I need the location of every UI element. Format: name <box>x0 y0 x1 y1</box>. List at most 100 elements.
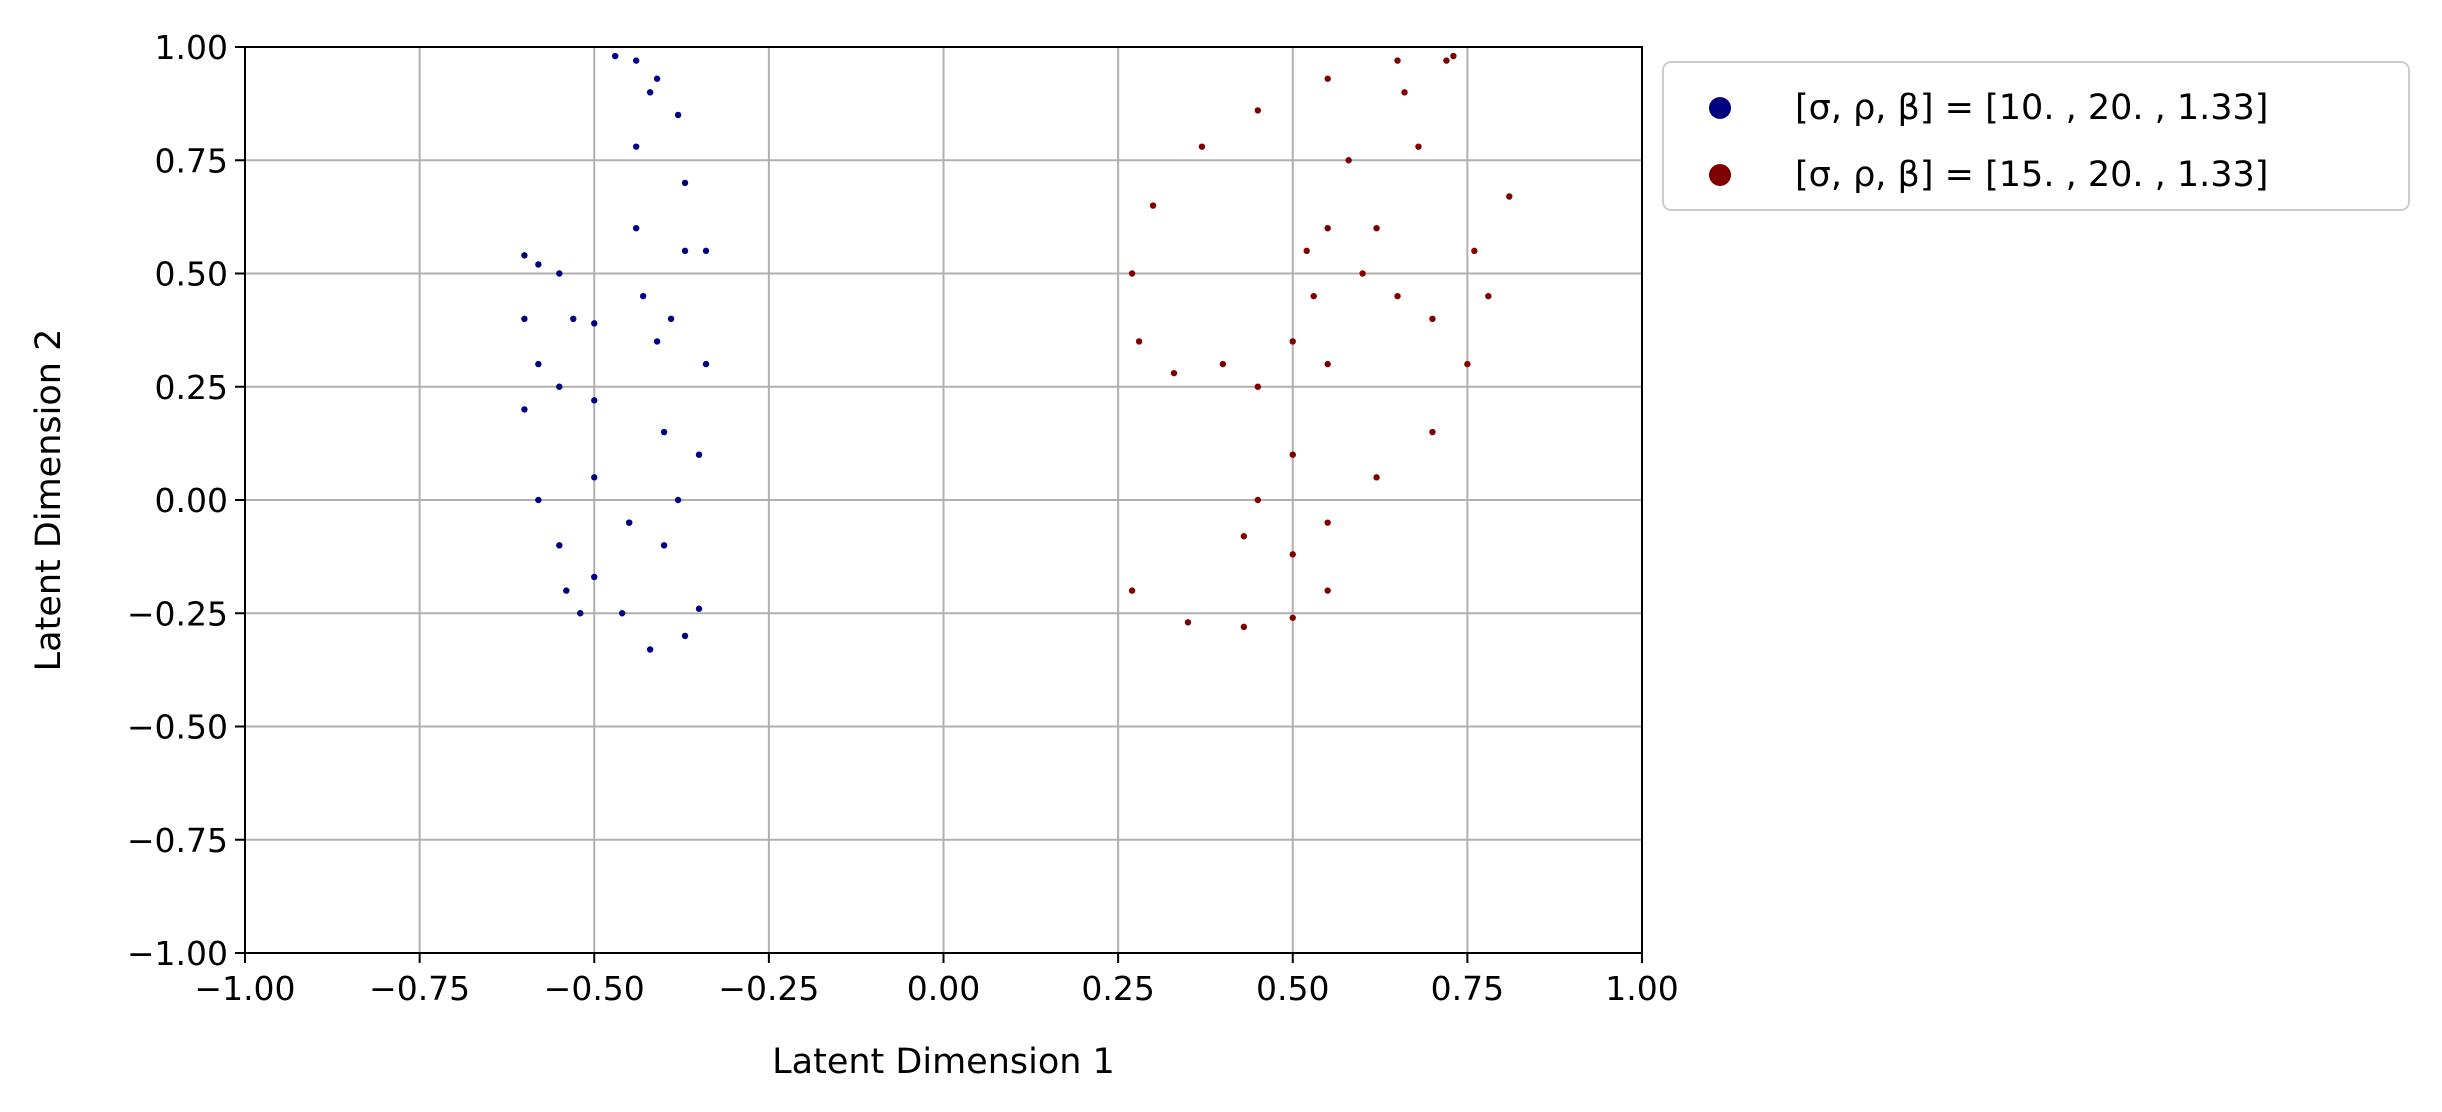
data-point <box>591 397 598 404</box>
data-point <box>1219 360 1227 368</box>
data-point <box>632 57 640 64</box>
data-point <box>1373 474 1380 481</box>
data-point <box>632 225 640 232</box>
data-point <box>535 360 542 368</box>
grid-lines <box>244 46 1643 954</box>
data-point <box>1289 551 1296 558</box>
data-point <box>1303 247 1310 255</box>
data-point <box>1373 225 1380 232</box>
data-point <box>1128 270 1136 277</box>
series-2 <box>1128 52 1513 631</box>
y-tick-label: 0.25 <box>155 368 228 407</box>
data-point <box>591 474 598 481</box>
y-tick-label: −0.25 <box>127 594 228 633</box>
data-point <box>1198 143 1206 150</box>
data-point <box>1324 225 1331 232</box>
data-point <box>591 320 598 327</box>
data-point <box>1324 587 1331 594</box>
data-point <box>1170 369 1178 377</box>
data-point <box>1135 338 1143 345</box>
data-point <box>1254 107 1262 114</box>
data-point <box>1443 57 1450 64</box>
data-point <box>521 406 528 413</box>
data-point <box>1415 143 1422 150</box>
legend-label-series-2: [σ, ρ, β] = [15. , 20. , 1.33] <box>1795 155 2268 195</box>
data-point <box>570 315 577 322</box>
legend-marker-series-1 <box>1709 97 1731 119</box>
y-axis-ticks: 1.00 0.75 0.50 0.25 0.00 −0.25 −0.50 −0.75 −1.00 <box>127 28 245 973</box>
legend-label-series-1: [σ, ρ, β] = [10. , 20. , 1.33] <box>1795 88 2268 128</box>
data-point <box>667 315 675 322</box>
legend: [σ, ρ, β] = [10. , 20. , 1.33] [σ, ρ, β]… <box>1662 61 2410 211</box>
x-axis-title: Latent Dimension 1 <box>772 1042 1115 1082</box>
data-point <box>1429 428 1436 436</box>
data-point <box>556 542 563 549</box>
data-point <box>646 646 654 653</box>
data-point <box>702 247 710 255</box>
data-point <box>1310 292 1317 300</box>
data-point <box>1471 247 1478 255</box>
data-point <box>1254 383 1262 390</box>
data-point <box>1254 496 1262 504</box>
y-tick-label: 0.75 <box>155 141 228 180</box>
x-tick-label: −1.00 <box>194 969 295 1008</box>
data-point <box>632 143 640 150</box>
data-point <box>521 252 528 259</box>
data-point <box>563 587 570 594</box>
y-tick-label: 0.50 <box>155 255 228 294</box>
data-point <box>1324 360 1331 368</box>
data-point <box>1450 52 1457 60</box>
data-point <box>1289 338 1296 345</box>
x-tick-label: 1.00 <box>1605 969 1678 1008</box>
data-point <box>521 315 528 322</box>
y-tick-label: −0.50 <box>127 708 228 747</box>
data-point <box>681 632 689 640</box>
x-tick-label: −0.75 <box>369 969 470 1008</box>
y-tick-label: −0.75 <box>127 821 228 860</box>
data-point <box>681 179 689 187</box>
x-axis-ticks: −1.00 −0.75 −0.50 −0.25 0.00 0.25 0.50 0.75 1.00 <box>194 953 1679 1008</box>
data-point <box>653 338 661 345</box>
y-tick-label: 0.00 <box>155 481 228 520</box>
x-tick-label: 0.75 <box>1431 969 1504 1008</box>
data-point <box>1394 292 1401 300</box>
data-point <box>556 270 563 277</box>
data-point <box>653 75 661 82</box>
data-point <box>1429 315 1436 322</box>
data-point <box>625 519 633 526</box>
data-point <box>1506 193 1513 200</box>
y-tick-label: −1.00 <box>127 934 228 973</box>
data-point <box>577 610 584 617</box>
data-point <box>1394 57 1401 64</box>
data-point <box>591 573 598 581</box>
data-point <box>535 496 542 504</box>
data-point <box>1401 89 1408 96</box>
data-point <box>1345 157 1352 164</box>
data-point <box>535 261 542 268</box>
legend-box <box>1662 61 2410 211</box>
data-point <box>1289 451 1296 458</box>
data-point <box>618 610 626 617</box>
y-tick-label: 1.00 <box>155 28 228 67</box>
data-point <box>1240 533 1248 540</box>
data-points <box>521 52 1513 653</box>
data-point <box>1289 614 1296 621</box>
x-tick-label: 0.25 <box>1081 969 1154 1008</box>
x-tick-label: 0.00 <box>907 969 980 1008</box>
legend-marker-series-2 <box>1709 164 1731 186</box>
x-tick-label: −0.25 <box>718 969 819 1008</box>
data-point <box>695 605 703 612</box>
x-tick-label: −0.50 <box>544 969 645 1008</box>
data-point <box>1128 587 1136 594</box>
y-axis-title: Latent Dimension 2 <box>29 329 69 672</box>
data-point <box>674 111 682 119</box>
data-point <box>660 428 668 436</box>
x-tick-label: 0.50 <box>1256 969 1329 1008</box>
data-point <box>1485 292 1492 300</box>
data-point <box>1464 360 1471 368</box>
data-point <box>1240 623 1248 631</box>
data-point <box>702 360 710 368</box>
data-point <box>1324 519 1331 526</box>
data-point <box>612 52 619 60</box>
